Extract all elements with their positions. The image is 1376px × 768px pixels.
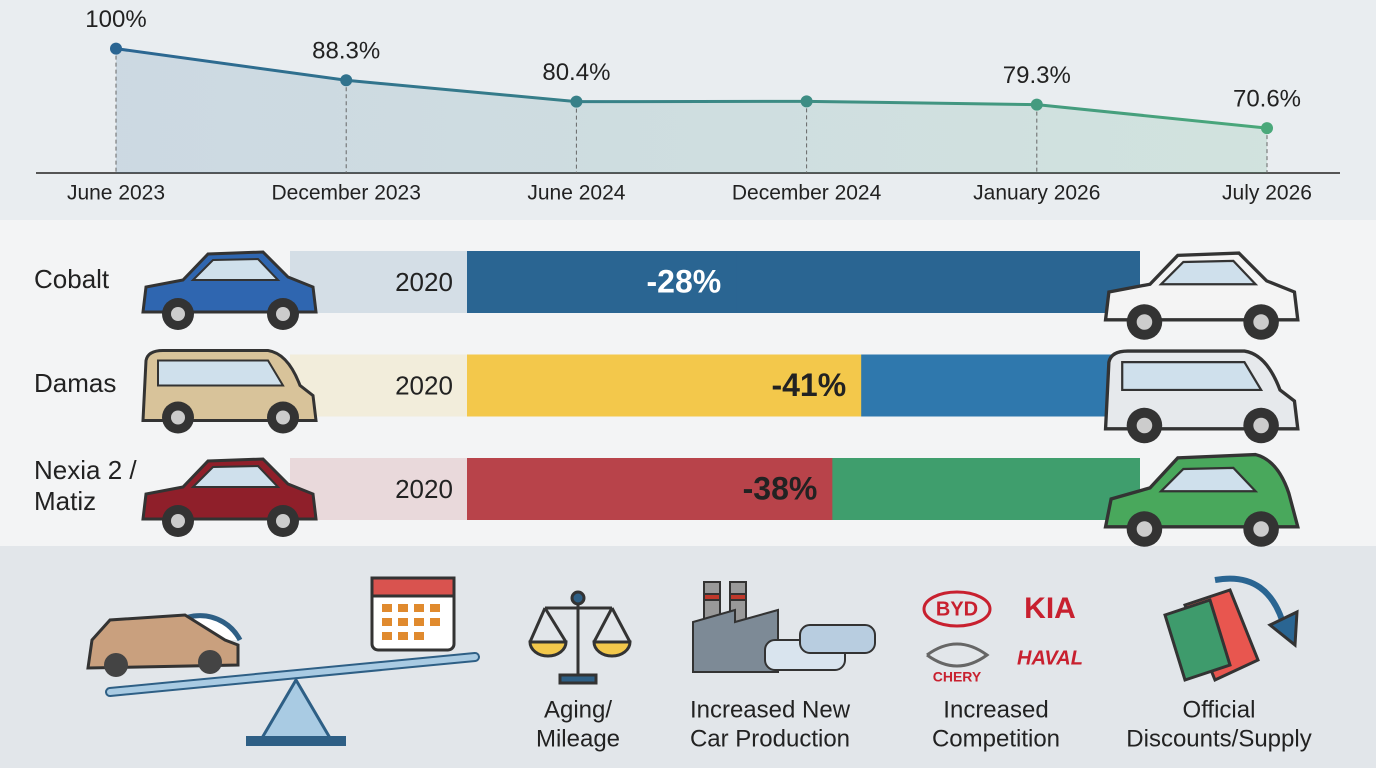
- balance-icon: [528, 590, 632, 685]
- row-label-box: Nexia 2 / Matiz: [34, 455, 137, 516]
- point: [570, 95, 583, 108]
- point: [340, 74, 353, 87]
- car-illustration: [1103, 251, 1300, 340]
- factor-label: Official: [1183, 696, 1256, 723]
- value-label: 70.6%: [1233, 85, 1301, 112]
- year-band: [290, 251, 467, 313]
- factor-label: Mileage: [536, 725, 620, 752]
- x-tick-label: December 2023: [271, 182, 420, 205]
- point: [1030, 98, 1043, 111]
- value-label: 88.3%: [312, 38, 380, 65]
- factor-label: Discounts/Supply: [1126, 725, 1311, 752]
- year-label: 2020: [395, 474, 453, 504]
- x-tick-label: January 2026: [973, 182, 1100, 205]
- brand-logo: CHERY: [933, 669, 982, 685]
- value-label: -41%: [771, 367, 846, 403]
- value-label: -38%: [743, 470, 818, 506]
- car-body: [141, 457, 318, 521]
- value-label: 100%: [85, 6, 146, 33]
- car-hub: [276, 307, 290, 321]
- factor-label: Increased: [943, 696, 1048, 723]
- car-illustration: [141, 457, 318, 537]
- car-hub: [276, 514, 290, 528]
- car-hub: [171, 410, 185, 425]
- brand-logo: HAVAL: [1017, 647, 1083, 669]
- car-window: [190, 257, 281, 281]
- x-tick-label: July 2026: [1222, 182, 1312, 205]
- factory-icon: [692, 581, 876, 673]
- scale-icon: [86, 576, 480, 746]
- x-tick-label: June 2024: [527, 182, 625, 205]
- value-label: -28%: [646, 263, 721, 299]
- car-window: [1158, 466, 1259, 493]
- bar: [467, 354, 862, 417]
- brand-logos: [922, 590, 992, 668]
- bar: [467, 458, 833, 520]
- brand-logo: KIA: [1024, 592, 1076, 625]
- car-window: [1121, 361, 1264, 392]
- car-hub: [1136, 417, 1153, 434]
- area: [116, 48, 1267, 173]
- row-label-box: Damas: [34, 367, 117, 398]
- car-window: [157, 359, 285, 387]
- car-hub: [1253, 417, 1269, 434]
- car-hub: [1136, 314, 1153, 330]
- car-window: [1158, 259, 1259, 286]
- row-label: Cobalt: [34, 264, 110, 294]
- car-hub: [1253, 521, 1269, 537]
- row-label: Damas: [34, 367, 117, 398]
- x-tick-label: December 2024: [732, 182, 882, 205]
- car-hub: [171, 307, 185, 321]
- car-illustration: [1103, 349, 1300, 444]
- car-hub: [1253, 314, 1269, 330]
- year-band: [290, 458, 467, 520]
- year-label: 2020: [395, 267, 453, 297]
- value-label: 80.4%: [542, 59, 610, 86]
- bar: [467, 251, 737, 313]
- factor-label: Competition: [932, 725, 1060, 752]
- brand-logo: BYD: [936, 598, 978, 620]
- value-label: 79.3%: [1003, 62, 1071, 89]
- row-label: Nexia 2 / Matiz: [34, 455, 137, 516]
- car-illustration: [141, 349, 318, 434]
- tags-icon: [1163, 575, 1299, 683]
- car-hub: [171, 514, 185, 528]
- car-illustration: [141, 250, 318, 330]
- row-label-box: Cobalt: [34, 264, 110, 294]
- car-illustration: [1103, 452, 1300, 547]
- line: [115, 47, 1268, 130]
- car-window: [190, 464, 281, 488]
- point: [1261, 122, 1273, 135]
- factor-label: Aging/: [544, 696, 612, 723]
- factor-label: Increased New: [690, 696, 851, 723]
- year-band: [290, 354, 467, 417]
- car-hub: [276, 410, 290, 425]
- year-label: 2020: [395, 370, 453, 400]
- point: [800, 95, 813, 108]
- car-body: [1103, 251, 1300, 322]
- factor-label: Car Production: [690, 725, 850, 752]
- car-body: [141, 250, 318, 314]
- point: [110, 42, 122, 55]
- car-hub: [1136, 521, 1153, 537]
- x-tick-label: June 2023: [67, 182, 165, 205]
